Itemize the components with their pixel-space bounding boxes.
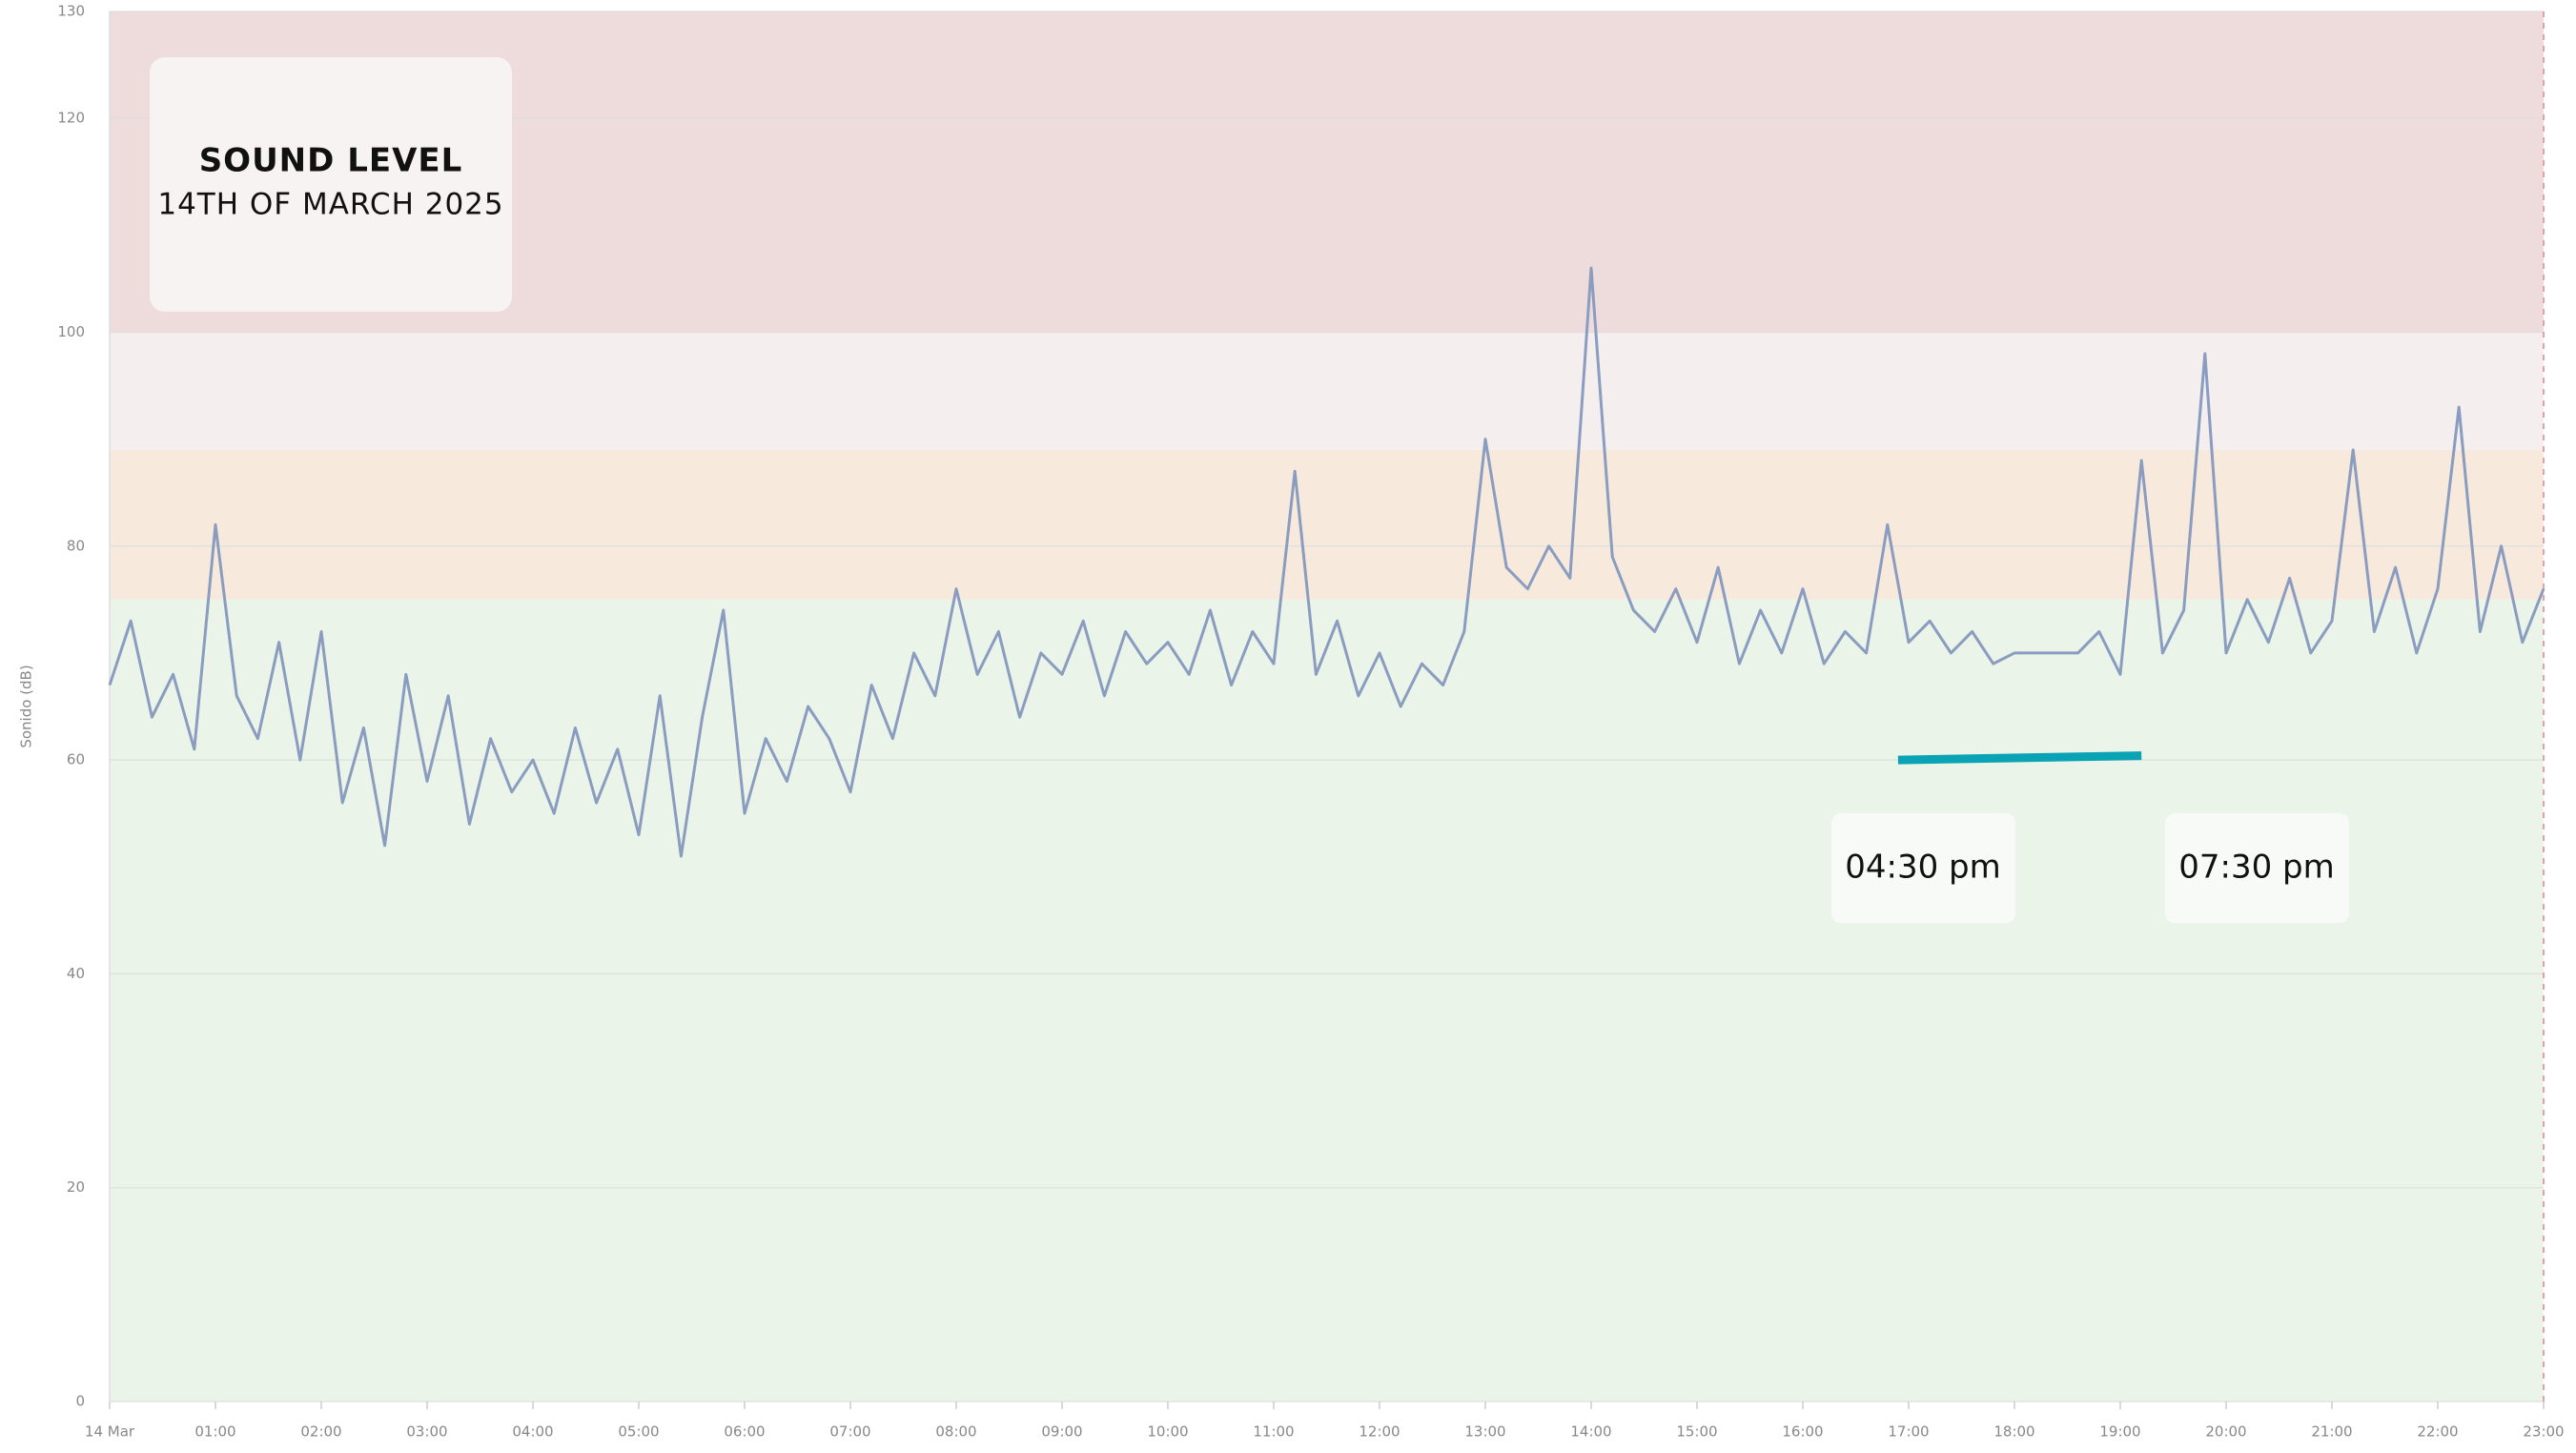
x-tick-label: 08:00 <box>935 1423 976 1441</box>
x-tick-label: 11:00 <box>1253 1423 1294 1441</box>
x-tick-label: 13:00 <box>1464 1423 1505 1441</box>
y-tick-label: 40 <box>67 965 85 982</box>
x-tick-label: 19:00 <box>2099 1423 2140 1441</box>
x-tick-label: 02:00 <box>300 1423 341 1441</box>
zone-band <box>110 332 2544 450</box>
x-tick-label: 21:00 <box>2311 1423 2352 1441</box>
chart-subtitle: 14TH OF MARCH 2025 <box>157 188 503 222</box>
x-tick-label: 01:00 <box>194 1423 235 1441</box>
zone-band <box>110 599 2544 1402</box>
x-tick-label: 07:00 <box>829 1423 870 1441</box>
highlight-segment <box>1897 751 2142 765</box>
title-box <box>150 57 512 312</box>
annotation: 07:30 pm <box>2178 849 2335 887</box>
x-tick-label: 05:00 <box>618 1423 659 1441</box>
x-tick-label: 22:00 <box>2417 1423 2458 1441</box>
annotation: 04:30 pm <box>1845 849 2001 887</box>
x-tick-label: 04:00 <box>512 1423 553 1441</box>
y-tick-label: 130 <box>57 3 85 20</box>
x-tick-label: 14:00 <box>1570 1423 1611 1441</box>
y-axis-label: Sonido (dB) <box>18 665 35 747</box>
zone-band <box>110 449 2544 600</box>
x-tick-label: 17:00 <box>1888 1423 1929 1441</box>
y-tick-label: 20 <box>67 1178 85 1196</box>
x-tick-label: 16:00 <box>1782 1423 1823 1441</box>
y-tick-label: 0 <box>75 1393 85 1410</box>
annotation-box <box>2165 813 2349 923</box>
y-tick-label: 60 <box>67 751 85 768</box>
x-tick-label: 10:00 <box>1147 1423 1188 1441</box>
x-tick-label: 18:00 <box>1993 1423 2034 1441</box>
zone-band <box>110 11 2544 333</box>
x-tick-label: 12:00 <box>1359 1423 1400 1441</box>
x-tick-label: 03:00 <box>406 1423 447 1441</box>
x-tick-label: 14 Mar <box>85 1423 135 1441</box>
x-tick-label: 23:00 <box>2523 1423 2564 1441</box>
x-tick-label: 15:00 <box>1676 1423 1717 1441</box>
y-tick-label: 100 <box>57 323 85 340</box>
y-tick-label: 80 <box>67 537 85 554</box>
chart-title: SOUND LEVEL <box>199 142 463 180</box>
x-tick-label: 09:00 <box>1041 1423 1082 1441</box>
annotation-box <box>1831 813 2015 923</box>
x-tick-label: 06:00 <box>724 1423 765 1441</box>
data-line <box>108 266 2545 858</box>
x-tick-label: 20:00 <box>2205 1423 2246 1441</box>
y-tick-label: 120 <box>57 110 85 127</box>
